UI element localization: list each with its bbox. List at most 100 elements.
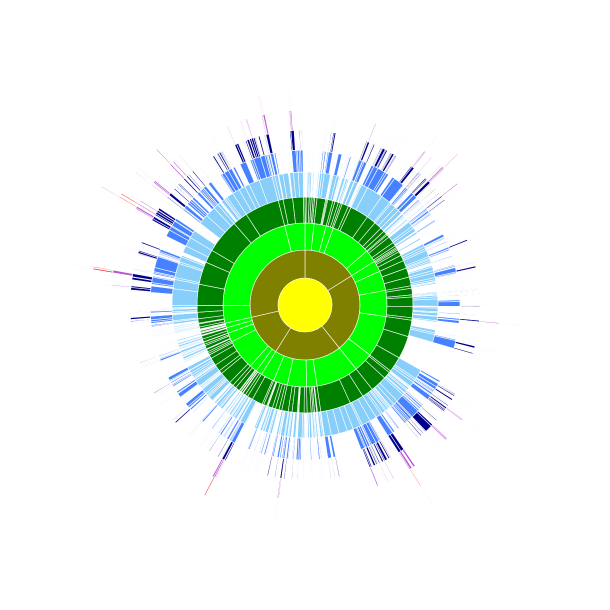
sunburst-segment-depth-7 (154, 179, 172, 194)
sunburst-segment-depth-7 (435, 175, 452, 190)
sunburst-segment-depth-6 (140, 357, 160, 366)
sunburst-segment-depth-7 (425, 431, 440, 447)
sunburst-segment-depth-8 (155, 148, 172, 165)
sunburst-segment-depth-6 (255, 453, 262, 474)
sunburst-segment-depth-6 (155, 385, 174, 398)
sunburst-segment-depth-7 (382, 461, 393, 480)
sunburst-segment-depth-7 (247, 118, 254, 139)
sunburst-segment-depth-5 (164, 361, 186, 372)
sunburst-segment-depth-6 (427, 197, 444, 211)
sunburst-segment-depth-4 (176, 332, 202, 340)
sunburst-segment-depth-8 (137, 168, 155, 183)
sunburst-segment-depth-7 (369, 123, 378, 143)
sunburst-segment-depth-6 (435, 210, 453, 223)
sunburst-segment-depth-6 (214, 154, 227, 173)
sunburst-segment-depth-7 (270, 476, 276, 498)
sunburst-segment-depth-7 (444, 187, 462, 201)
sunburst-segment-depth-6 (255, 136, 263, 157)
sunburst-segment-depth-5 (389, 406, 405, 425)
sunburst-segment-depth-7 (175, 158, 190, 175)
sunburst-segment-depth-5 (321, 436, 326, 460)
sunburst-segment-depth-5 (403, 200, 421, 217)
sunburst-segment-depth-5 (198, 401, 216, 420)
sunburst-segment-depth-6 (138, 353, 159, 362)
sunburst-segment-depth-6 (422, 404, 439, 420)
sunburst-segment-depth-6 (219, 440, 231, 459)
sunburst-segment-depth-8 (240, 99, 248, 120)
sunburst-segment-depth-8 (461, 420, 479, 434)
sunburst-segment-depth-5 (160, 247, 182, 257)
sunburst-segment-depth-6 (175, 186, 192, 202)
sunburst-segment-depth-6 (154, 383, 173, 396)
sunburst-segment-depth-7 (413, 152, 428, 169)
sunburst-segment-depth-9 (103, 182, 122, 195)
sunburst-segment-depth-6 (134, 265, 155, 271)
sunburst-segment-depth-5 (435, 279, 459, 285)
sunburst-segment-depth-6 (261, 135, 268, 156)
sunburst-segment-depth-6 (322, 130, 326, 152)
sunburst-segment-depth-5 (403, 393, 421, 410)
sunburst-segment-depth-5 (158, 349, 181, 359)
sunburst-segment-depth-6 (364, 143, 374, 163)
sunburst-segment-depth-4 (274, 409, 282, 435)
sunburst-segment-depth-4 (392, 227, 417, 246)
sunburst-segment-depth-5 (151, 326, 175, 331)
sunburst-segment-depth-6 (266, 455, 273, 477)
sunburst-segment-depth-7 (474, 347, 495, 354)
sunburst-segment-depth-8 (117, 198, 136, 210)
sunburst-segment-depth-7 (411, 150, 426, 168)
sunburst-segment-depth-5 (437, 311, 461, 315)
sunburst-segment-depth-6 (236, 142, 247, 163)
sunburst-segment-depth-6 (294, 129, 297, 151)
sunburst-segment-depth-4 (282, 172, 292, 199)
sunburst-segment-depth-8 (376, 485, 386, 506)
sunburst-segment-depth-6 (408, 419, 423, 436)
sunburst-segment-depth-7 (369, 466, 379, 487)
sunburst-segment-depth-7 (333, 112, 338, 133)
sunburst-segment-depth-6 (381, 152, 395, 173)
sunburst-segment-depth-5 (150, 321, 174, 326)
sunburst-segment-depth-6 (459, 313, 481, 316)
sunburst-segment-depth-5 (214, 412, 229, 432)
sunburst-segment-depth-7 (141, 197, 160, 210)
sunburst-segment-depth-5 (157, 255, 180, 263)
sunburst-segment-depth-5 (419, 226, 440, 239)
sunburst-segment-depth-7 (392, 135, 404, 154)
sunburst-segment-depth-5 (203, 185, 221, 205)
sunburst-segment-depth-5 (302, 437, 305, 461)
sunburst-segment-depth-7 (429, 167, 446, 184)
sunburst-segment-depth-5 (409, 386, 428, 402)
sunburst-segment-depth-6 (240, 448, 250, 469)
sunburst-segment-depth-6 (334, 456, 341, 478)
sunburst-segment-depth-6 (443, 228, 463, 238)
sunburst-segment-depth-6 (409, 418, 424, 435)
sunburst-segment-depth-9 (194, 494, 206, 514)
sunburst-segment-depth-4 (175, 331, 201, 339)
sunburst-segment-depth-5 (160, 248, 182, 258)
sunburst-segment-depth-7 (135, 392, 154, 404)
sunburst-segment-depth-4 (348, 182, 360, 207)
sunburst-segment-depth-7 (401, 448, 416, 468)
sunburst-segment-depth-7 (431, 424, 448, 440)
sunburst-segment-depth-6 (279, 458, 285, 479)
sunburst-segment-depth-4 (252, 404, 264, 428)
sunburst-segment-depth-6 (436, 385, 455, 398)
sunburst-segment-depth-7 (164, 168, 180, 184)
sunburst-segment-depth-5 (275, 152, 282, 175)
sunburst-segment-depth-5 (359, 163, 370, 185)
sunburst-segment-depth-7 (467, 232, 487, 242)
sunburst-segment-depth-9 (419, 485, 432, 504)
sunburst-segment-depth-6 (141, 360, 161, 369)
sunburst-segment-depth-5 (404, 392, 422, 408)
sunburst-segment-depth-8 (205, 477, 216, 497)
sunburst-segment-depth-5 (437, 295, 461, 298)
sunburst-segment-depth-6 (133, 266, 155, 272)
sunburst-segment-depth-6 (328, 131, 333, 153)
sunburst-segment-depth-7 (227, 125, 237, 145)
sunburst-segment-depth-6 (132, 272, 153, 278)
sunburst-segment-depth-6 (209, 157, 222, 176)
sunburst-segment-depth-7 (395, 138, 408, 157)
sunburst-segment-depth-8 (90, 282, 112, 286)
sunburst-segment-depth-5 (425, 238, 446, 250)
sunburst-segment-depth-8 (256, 95, 262, 116)
